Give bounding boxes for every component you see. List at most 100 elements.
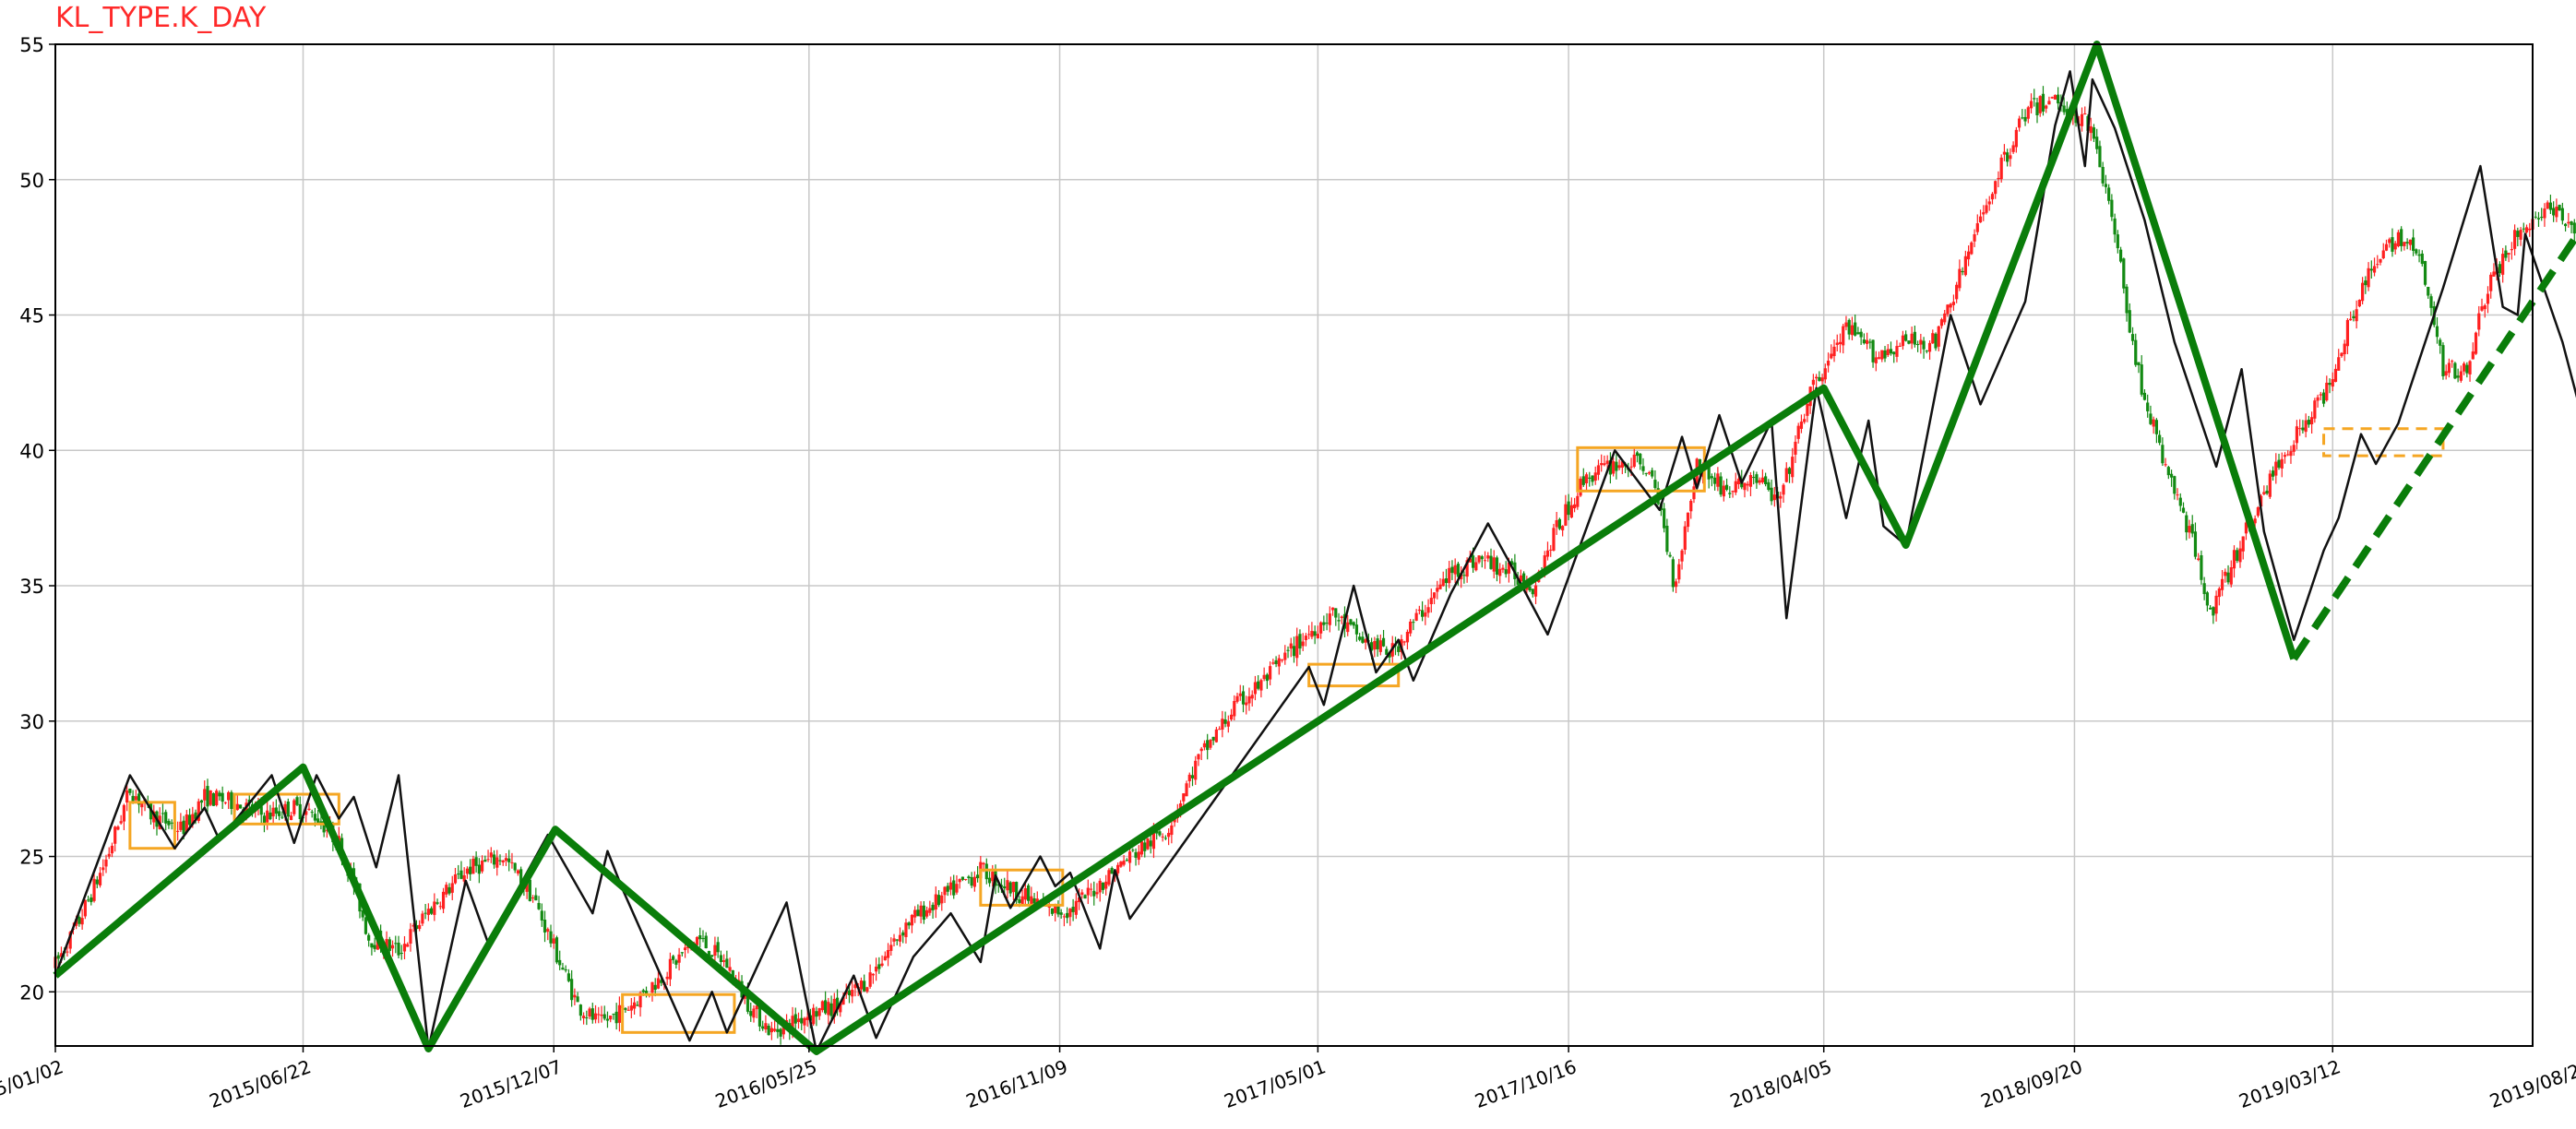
- candle-body: [1254, 683, 1257, 695]
- candle-body: [1573, 505, 1576, 508]
- candle-body: [797, 1018, 800, 1022]
- candle-body: [657, 978, 660, 988]
- candle-body: [896, 939, 899, 940]
- y-tick-label: 30: [19, 711, 44, 733]
- candle-body: [1943, 314, 1946, 323]
- candle-body: [827, 1002, 829, 1015]
- candle-body: [2272, 470, 2274, 477]
- candle-body: [1412, 622, 1414, 623]
- y-tick-label: 40: [19, 440, 44, 462]
- candle-body: [2394, 244, 2397, 250]
- candle-body: [1438, 585, 1441, 589]
- seg-layer: [55, 44, 2576, 1052]
- candle-body: [2475, 333, 2477, 354]
- candle-body: [2310, 417, 2313, 424]
- candle-body: [2289, 451, 2292, 456]
- candle-body: [1967, 252, 1970, 259]
- candle-body: [1493, 557, 1496, 571]
- zs-layer: [130, 429, 2443, 1033]
- candle-body: [287, 802, 290, 816]
- candle-body: [1027, 885, 1030, 901]
- candle-body: [454, 874, 457, 884]
- candle-body: [1415, 613, 1418, 621]
- candle-body: [2197, 558, 2200, 559]
- candle-body: [630, 1005, 633, 1010]
- candle-body: [1080, 892, 1083, 895]
- candle-body: [1302, 642, 1305, 647]
- candle-body: [183, 821, 185, 835]
- candle-body: [1568, 502, 1570, 516]
- seg-line: [55, 44, 2294, 1052]
- candle-body: [433, 901, 435, 914]
- candle-body: [81, 918, 84, 924]
- candle-body: [1221, 719, 1223, 730]
- candle-body: [1743, 482, 1746, 490]
- candle-body: [1653, 480, 1656, 488]
- candle-body: [2102, 167, 2105, 184]
- candle-body: [2328, 383, 2331, 385]
- candle-body: [1629, 467, 1632, 468]
- candle-body: [1549, 550, 1552, 551]
- candle-body: [2233, 550, 2236, 568]
- candle-body: [1851, 326, 1854, 336]
- candle-body: [2003, 152, 2006, 155]
- candle-body: [2200, 555, 2202, 580]
- candle-body: [940, 896, 943, 904]
- candle-body: [2439, 339, 2441, 345]
- candle-body: [1269, 666, 1271, 679]
- candle-body: [125, 790, 128, 802]
- candle-body: [1639, 454, 1641, 465]
- candle-body: [475, 857, 478, 866]
- candle-body: [391, 945, 394, 949]
- candle-body: [2412, 237, 2415, 250]
- candle-body: [2265, 491, 2268, 493]
- candle-body: [1556, 520, 1558, 528]
- candle-body: [111, 846, 113, 853]
- candle-body: [2463, 363, 2465, 372]
- candle-body: [1379, 640, 1382, 652]
- candle-body: [1331, 608, 1334, 611]
- candle-body: [2236, 550, 2238, 561]
- candle-body: [1233, 701, 1235, 716]
- candle-body: [1752, 477, 1755, 478]
- candle-body: [2561, 208, 2564, 221]
- candle-body: [2214, 596, 2217, 613]
- candle-body: [179, 822, 182, 830]
- x-tick-label: 2017/05/01: [1222, 1055, 1330, 1112]
- candle-body: [87, 899, 89, 900]
- candle-body: [1672, 559, 1675, 587]
- candle-body: [553, 938, 555, 944]
- candle-body: [364, 918, 367, 934]
- candle-body: [666, 977, 669, 980]
- candle-body: [1725, 485, 1728, 490]
- candle-body: [1848, 320, 1851, 335]
- candle-body: [877, 964, 880, 969]
- candle-body: [2298, 428, 2301, 429]
- x-tick-label: 2016/11/09: [963, 1055, 1071, 1112]
- candle-body: [215, 790, 218, 805]
- candle-body: [2224, 572, 2226, 576]
- candle-body: [1887, 349, 1890, 355]
- candle-body: [104, 860, 107, 867]
- candle-body: [1839, 342, 1842, 344]
- candle-body: [2564, 224, 2567, 226]
- candle-body: [549, 932, 552, 944]
- candle-body: [1919, 339, 1922, 344]
- candle-body: [1904, 334, 1907, 340]
- candle-body: [299, 804, 302, 819]
- candle-body: [510, 862, 513, 863]
- candle-body: [1322, 623, 1325, 625]
- candle-body: [1863, 339, 1866, 343]
- candle-body: [2370, 268, 2373, 270]
- candle-body: [2155, 420, 2158, 434]
- candle-body: [123, 805, 125, 822]
- candle-body: [1083, 895, 1086, 898]
- candle-body: [1716, 473, 1719, 486]
- candle-body: [1489, 556, 1492, 569]
- candle-body: [1146, 838, 1149, 850]
- candle-body: [887, 950, 889, 958]
- candle-body: [116, 826, 119, 829]
- candle-body: [2549, 203, 2552, 210]
- candle-body: [1484, 560, 1486, 561]
- plot-frame: [55, 44, 2533, 1046]
